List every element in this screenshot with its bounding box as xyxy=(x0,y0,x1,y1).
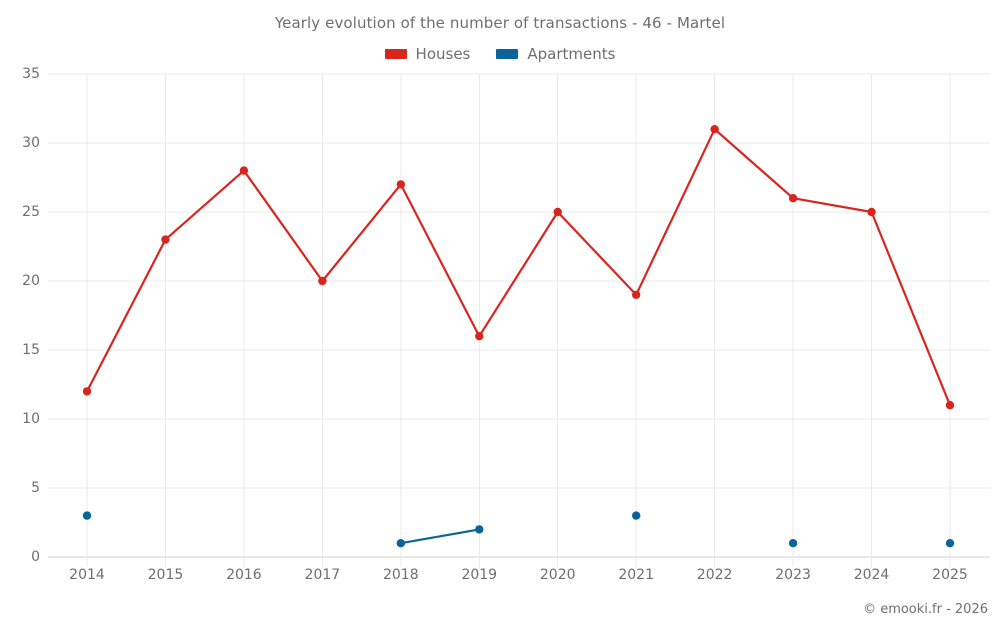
data-point-houses[interactable] xyxy=(867,207,876,217)
series-line-apartments xyxy=(399,528,481,545)
x-axis-tick-label: 2022 xyxy=(696,567,733,583)
legend-item-label: Houses xyxy=(415,45,471,63)
x-axis-tick-label: 2020 xyxy=(539,567,576,583)
data-point-houses[interactable] xyxy=(945,401,955,410)
x-axis-tick-label: 2015 xyxy=(147,567,184,583)
plot-area xyxy=(48,73,990,567)
legend-item-houses[interactable]: Houses xyxy=(384,45,471,63)
data-point-houses[interactable] xyxy=(82,387,92,396)
data-point-houses[interactable] xyxy=(631,290,641,299)
y-axis-tick-label: 35 xyxy=(22,66,40,82)
series-line-houses xyxy=(85,128,952,407)
x-axis-tick-label: 2019 xyxy=(461,567,498,583)
data-point-apartments[interactable] xyxy=(945,539,955,548)
data-point-apartments[interactable] xyxy=(788,539,798,548)
chart-legend: Houses Apartments xyxy=(0,45,1000,63)
data-point-houses[interactable] xyxy=(161,235,170,244)
data-point-apartments[interactable] xyxy=(631,511,641,520)
data-point-apartments[interactable] xyxy=(82,511,92,520)
x-axis-tick-label: 2023 xyxy=(775,567,811,583)
x-axis-tick-label: 2014 xyxy=(69,567,105,583)
x-axis-tick-label: 2025 xyxy=(932,567,968,583)
x-axis-tick-label: 2024 xyxy=(853,567,890,583)
legend-swatch-icon xyxy=(384,49,407,59)
legend-swatch-icon xyxy=(496,49,519,59)
x-axis-labels: 2014 2015 2016 2017 2018 2019 2020 2021 2022 2023… xyxy=(0,567,1000,589)
data-point-houses[interactable] xyxy=(710,125,719,134)
x-axis-tick-label: 2016 xyxy=(226,567,262,583)
data-point-apartments[interactable] xyxy=(475,525,484,534)
legend-item-label: Apartments xyxy=(527,45,616,63)
y-axis-tick-label: 5 xyxy=(31,480,40,496)
x-axis-tick-label: 2021 xyxy=(618,567,654,583)
x-axis-tick-label: 2018 xyxy=(382,567,419,583)
data-point-houses[interactable] xyxy=(788,194,798,203)
y-axis-tick-label: 20 xyxy=(22,273,40,289)
data-point-houses[interactable] xyxy=(396,180,406,189)
data-point-houses[interactable] xyxy=(475,332,484,341)
chart-title: Yearly evolution of the number of transa… xyxy=(274,14,726,32)
y-axis-tick-label: 10 xyxy=(22,411,40,427)
data-point-houses[interactable] xyxy=(318,276,327,286)
y-axis-tick-label: 30 xyxy=(22,135,40,151)
y-axis-labels: 0 5 10 15 20 25 30 35 xyxy=(0,66,40,565)
copyright-credit: © emooki.fr - 2026 xyxy=(863,602,988,617)
legend-item-apartments[interactable]: Apartments xyxy=(496,45,615,63)
x-axis-tick-label: 2017 xyxy=(304,567,341,583)
data-point-houses[interactable] xyxy=(553,207,562,217)
data-point-houses[interactable] xyxy=(239,166,249,175)
y-axis-tick-label: 15 xyxy=(22,342,40,358)
y-axis-tick-label: 0 xyxy=(31,549,40,565)
data-point-apartments[interactable] xyxy=(396,539,406,548)
plot-svg xyxy=(48,73,990,567)
y-axis-tick-label: 25 xyxy=(22,204,40,220)
